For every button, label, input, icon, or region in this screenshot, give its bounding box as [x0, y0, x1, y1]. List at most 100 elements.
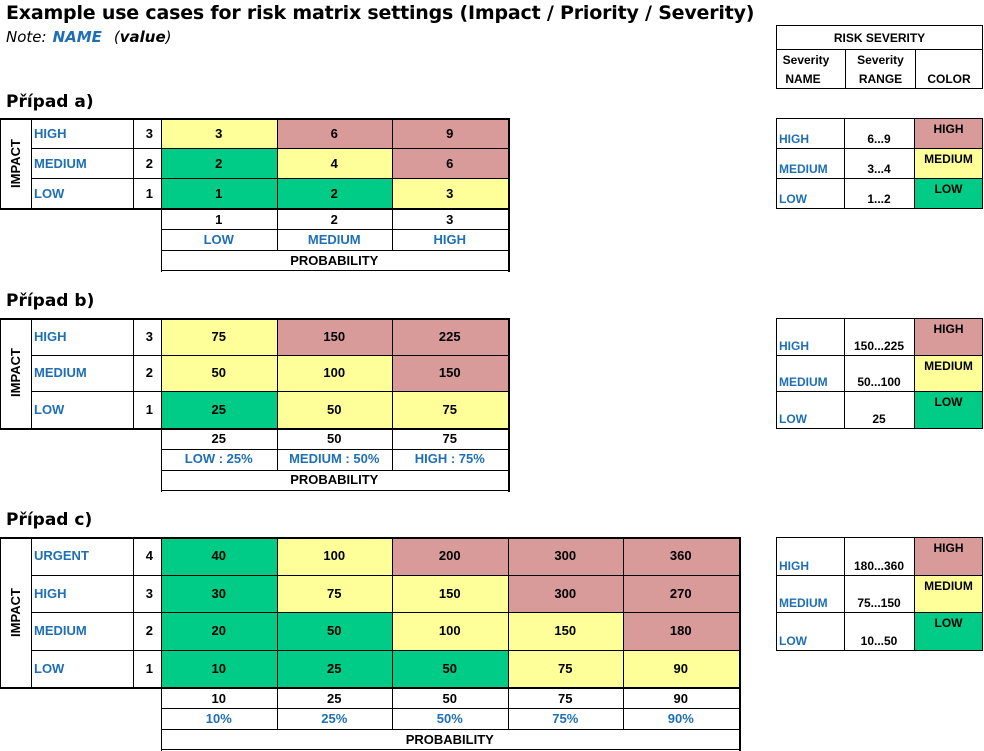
grid-line — [0, 118, 508, 120]
probability-label: HIGH — [433, 231, 467, 247]
grid-line — [31, 537, 32, 687]
impact-row-label: LOW — [34, 660, 65, 676]
impact-row-value: 3 — [145, 125, 153, 141]
impact-row-label: HIGH — [34, 585, 67, 601]
severity-color: LOW — [915, 612, 982, 650]
severity-name: MEDIUM — [779, 375, 828, 389]
severity-name-header-1: Severity — [782, 52, 830, 67]
severity-range: 25 — [872, 411, 886, 426]
probability-value: 2 — [330, 211, 338, 227]
probability-label: 90% — [667, 710, 694, 726]
risk-matrix-cell: 4 — [276, 148, 392, 178]
grid-line — [776, 318, 777, 428]
risk-matrix-cell: 50 — [276, 612, 392, 650]
probability-value: 75 — [442, 431, 457, 446]
severity-name: LOW — [779, 633, 807, 648]
case-title: Případ c) — [6, 510, 93, 530]
severity-name: LOW — [779, 192, 807, 206]
grid-line — [914, 118, 915, 208]
risk-matrix-cell: 100 — [276, 537, 392, 575]
grid-line — [161, 489, 508, 491]
risk-matrix-cell: 50 — [392, 649, 508, 687]
impact-row-label: MEDIUM — [34, 365, 87, 381]
risk-matrix-cell: 40 — [161, 537, 277, 575]
note-value-close: ) — [165, 28, 172, 46]
grid-line — [161, 318, 162, 492]
risk-matrix-cell: 6 — [392, 148, 508, 178]
probability-label: 25% — [321, 710, 348, 726]
severity-name: LOW — [779, 411, 807, 426]
grid-line — [392, 118, 393, 250]
grid-line — [31, 649, 739, 651]
grid-line — [31, 612, 739, 613]
impact-row-value: 2 — [145, 365, 153, 381]
probability-axis-label: PROBABILITY — [290, 252, 379, 268]
impact-row-label: HIGH — [34, 125, 67, 141]
case-title: Případ a) — [6, 92, 94, 112]
grid-line — [392, 318, 393, 470]
severity-color: MEDIUM — [915, 354, 982, 391]
severity-range: 10...50 — [860, 633, 898, 648]
grid-line — [914, 318, 915, 428]
grid-line — [31, 574, 739, 576]
risk-matrix-cell: 2 — [161, 148, 277, 178]
severity-color: LOW — [915, 391, 982, 428]
risk-matrix-cell: 25 — [276, 649, 392, 687]
risk-matrix-cell: 50 — [161, 354, 277, 391]
risk-matrix-cell: 75 — [161, 318, 277, 355]
grid-line — [392, 537, 393, 729]
grid-line — [161, 250, 508, 251]
impact-row-value: 2 — [145, 623, 153, 639]
grid-line — [776, 178, 983, 179]
severity-range: 1...2 — [867, 192, 891, 206]
grid-line — [623, 537, 624, 729]
severity-range: 50...100 — [857, 375, 901, 389]
grid-line — [161, 118, 162, 272]
impact-row-value: 1 — [145, 185, 153, 201]
grid-line — [161, 749, 739, 750]
grid-line — [161, 537, 162, 751]
severity-color: LOW — [915, 178, 982, 208]
severity-name: MEDIUM — [779, 596, 828, 610]
risk-matrix-cell: 10 — [161, 649, 277, 687]
impact-row-label: URGENT — [34, 548, 89, 564]
grid-line — [161, 270, 508, 271]
impact-axis-label: IMPACT — [0, 537, 31, 687]
page-title: Example use cases for risk matrix settin… — [6, 2, 755, 24]
impact-row-value: 1 — [145, 660, 153, 676]
probability-axis-label: PROBABILITY — [290, 472, 379, 487]
probability-label: MEDIUM : 50% — [289, 451, 380, 466]
grid-line — [31, 118, 32, 208]
grid-line — [0, 118, 1, 208]
impact-row-label: HIGH — [34, 328, 67, 344]
grid-line — [776, 612, 983, 613]
risk-matrix-cell: 6 — [276, 118, 392, 148]
severity-name: MEDIUM — [779, 162, 828, 176]
grid-line — [776, 354, 983, 356]
grid-line — [914, 537, 915, 650]
risk-matrix-cell: 3 — [392, 178, 508, 208]
grid-line — [161, 729, 739, 730]
probability-value: 10 — [211, 690, 226, 706]
probability-value: 3 — [446, 211, 454, 227]
grid-line — [133, 318, 134, 428]
risk-matrix-cell: 100 — [276, 354, 392, 391]
risk-matrix-cell: 300 — [507, 574, 623, 612]
risk-matrix-cell: 30 — [161, 574, 277, 612]
risk-matrix-cell: 180 — [623, 612, 739, 650]
grid-line — [776, 118, 983, 119]
grid-line — [776, 427, 983, 429]
grid-line — [276, 318, 278, 470]
grid-line — [0, 208, 508, 210]
impact-row-value: 2 — [145, 155, 153, 171]
risk-matrix-cell: 90 — [623, 649, 739, 687]
risk-matrix-cell: 9 — [392, 118, 508, 148]
risk-matrix-cell: 150 — [392, 574, 508, 612]
risk-matrix-cell: 150 — [507, 612, 623, 650]
impact-row-value: 1 — [145, 401, 153, 417]
grid-line — [0, 427, 508, 430]
note-value-open: ( — [113, 28, 120, 46]
severity-name: HIGH — [779, 558, 809, 573]
grid-line — [507, 118, 510, 272]
impact-row-value: 3 — [145, 328, 153, 344]
